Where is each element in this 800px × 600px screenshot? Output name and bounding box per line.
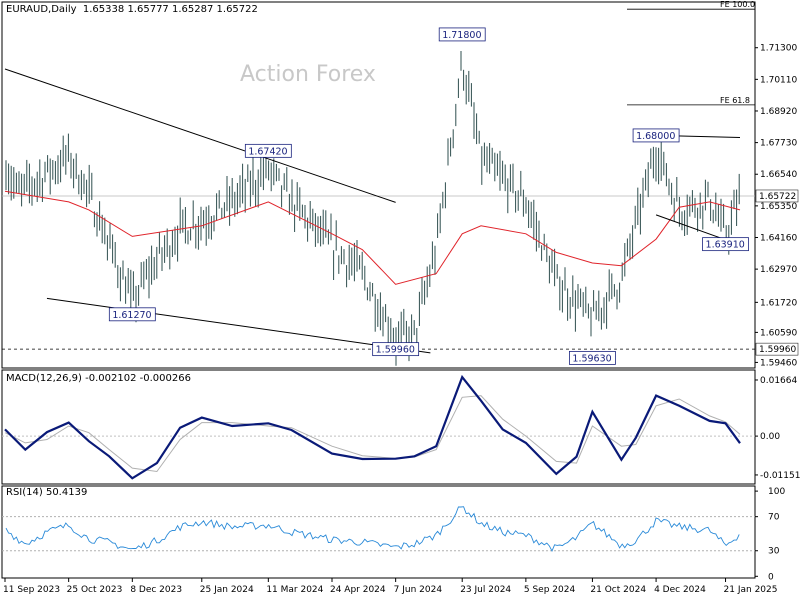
- x-tick-label: 21 Oct 2024: [590, 585, 646, 595]
- x-tick-label: 25 Jan 2024: [200, 585, 254, 595]
- current-price-label: 1.65722: [759, 192, 796, 202]
- price-annotation-label: 1.59960: [376, 345, 415, 356]
- price-annotation-label: 1.63910: [706, 240, 745, 251]
- trendline: [4, 68, 396, 203]
- x-tick-label: 7 Jun 2024: [394, 585, 443, 595]
- watermark: Action Forex: [240, 62, 376, 87]
- price-annotation-box: [108, 307, 156, 322]
- price-y-tick-label: 1.65350: [760, 202, 797, 212]
- x-tick-label: 8 Dec 2023: [130, 585, 182, 595]
- rsi-header: RSI(14) 50.4139: [6, 487, 88, 498]
- x-axis: 11 Sep 2023 25 Oct 2023 8 Dec 2023 25 Jan 2…: [3, 578, 777, 595]
- moving-average-line: [4, 190, 741, 285]
- macd-y-tick-label: 0.01664: [760, 376, 797, 386]
- x-tick-label: 24 Apr 2024: [330, 585, 386, 595]
- price-annotation-box: [244, 143, 292, 158]
- rsi-line: [5, 506, 740, 552]
- symbol-title: EURAUD,Daily: [6, 4, 77, 15]
- price-y-tick-label: 1.62970: [760, 265, 797, 275]
- price-annotation-label: 1.67420: [248, 146, 287, 157]
- x-tick-label: 21 Jan 2025: [724, 585, 778, 595]
- current-price-box: [755, 189, 799, 203]
- rsi-y-tick-label: 0: [768, 572, 774, 582]
- x-tick-label: 5 Sep 2024: [524, 585, 576, 595]
- rsi-y-tick-label: 70: [768, 513, 780, 523]
- x-tick-label: 11 Mar 2024: [266, 585, 323, 595]
- price-annotation-box: [632, 128, 680, 143]
- x-tick-label: 4 Dec 2024: [654, 585, 706, 595]
- macd-panel: 0.01664 0.00 -0.011515: [1, 369, 800, 485]
- price-annotation-label: 1.71800: [442, 30, 481, 41]
- price-annotation-box: [438, 27, 486, 42]
- panel-frame: [1, 1, 756, 369]
- price-y-tick-label: 1.67730: [760, 139, 797, 149]
- price-y-tick-label: 1.59460: [760, 358, 797, 368]
- rsi-panel: 100 70 30 0: [1, 485, 785, 582]
- ohlc-high: 1.65777: [127, 4, 169, 15]
- x-tick-label: 25 Oct 2023: [67, 585, 123, 595]
- price-y-tick-label: 1.64160: [760, 233, 797, 243]
- x-tick-label: 23 Jul 2024: [460, 585, 511, 595]
- ohlc-open: 1.65338: [82, 4, 125, 15]
- rsi-y-tick-label: 100: [768, 487, 785, 497]
- panel-frame: [1, 485, 756, 579]
- price-y-tick-label: 1.66540: [760, 170, 797, 180]
- price-annotation-box: [372, 342, 420, 357]
- price-annotation-box: [569, 350, 616, 365]
- price-annotation-label: 1.59630: [572, 353, 611, 364]
- price-annotation-label: 1.61270: [112, 310, 151, 321]
- price-y-tick-label: 1.68920: [760, 107, 797, 117]
- ohlc-low: 1.65287: [171, 4, 214, 15]
- rsi-y-tick-label: 30: [768, 547, 780, 557]
- support-price-box: [755, 342, 799, 356]
- price-y-tick-label: 1.61720: [760, 298, 797, 308]
- fib-level-label: FE 61.8: [720, 96, 750, 105]
- price-y-tick-label: 1.71300: [760, 44, 797, 54]
- support-price-label: 1.59960: [759, 345, 796, 355]
- macd-y-tick-label: -0.011515: [760, 471, 800, 481]
- ohlc-close: 1.65722: [216, 4, 258, 15]
- macd-y-tick-label: 0.00: [760, 432, 780, 442]
- x-tick-label: 11 Sep 2023: [3, 585, 60, 595]
- macd-header: MACD(12,26,9) -0.002102 -0.000266: [6, 373, 191, 384]
- macd-line: [4, 374, 741, 480]
- price-annotation-box: [702, 237, 749, 252]
- panel-frame: [1, 369, 756, 485]
- price-y-tick-label: 1.70110: [760, 75, 797, 85]
- price-y-tick-label: 1.60590: [760, 328, 797, 338]
- price-annotation-label: 1.68000: [636, 131, 675, 142]
- fib-level-label: FE 100.0: [720, 0, 755, 9]
- price-header: EURAUD,Daily 1.65338 1.65777 1.65287 1.6…: [6, 4, 258, 15]
- price-panel: 1.59460 1.60590 1.61720 1.62970 1.64160 1.653…: [1, 0, 799, 369]
